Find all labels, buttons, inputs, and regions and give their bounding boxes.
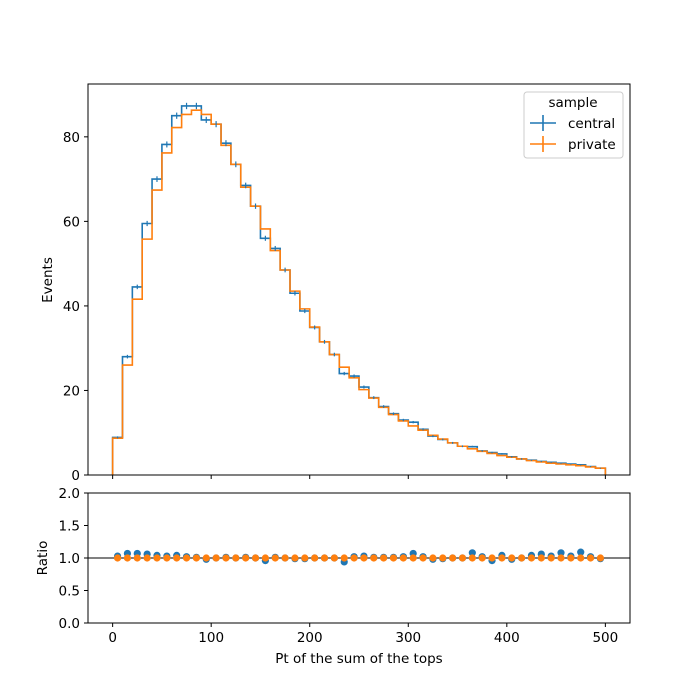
ratio-point-private	[133, 554, 141, 562]
ratio-point-private	[537, 554, 545, 562]
ratio-point-private	[557, 554, 565, 562]
ratio-point-private	[478, 554, 486, 562]
ratio-points-group	[113, 548, 605, 566]
y-tick-label: 20	[63, 383, 80, 399]
histogram-axis-ticks: 0 20 40 60 80	[63, 130, 606, 484]
ratio-y-tick-label: 0.0	[59, 616, 80, 632]
ratio-point-private	[212, 554, 220, 562]
legend-label-central: central	[568, 116, 615, 132]
ratio-point-private	[113, 554, 122, 562]
ratio-point-private	[153, 554, 161, 562]
ratio-y-tick-label: 1.5	[59, 519, 80, 535]
histogram-y-axis-label: Events	[40, 257, 56, 303]
ratio-point-private	[468, 554, 476, 562]
ratio-point-private	[527, 554, 536, 562]
y-tick-label: 60	[63, 214, 80, 230]
ratio-point-private	[419, 554, 427, 562]
ratio-axis-ticks: 0.0 0.5 1.0 1.5 2.0 0 100 200 300 400 500	[59, 486, 619, 646]
x-tick-label: 0	[108, 630, 117, 646]
ratio-point-private	[380, 554, 388, 562]
ratio-point-private	[192, 554, 200, 562]
ratio-point-private	[458, 554, 467, 562]
ratio-point-central	[557, 549, 565, 557]
ratio-point-private	[251, 554, 260, 562]
ratio-point-private	[242, 554, 250, 562]
ratio-y-tick-label: 1.0	[59, 551, 80, 567]
ratio-point-private	[449, 554, 457, 562]
ratio-point-private	[123, 554, 132, 562]
ratio-point-private	[429, 554, 437, 562]
ratio-point-private	[586, 554, 595, 562]
ratio-point-private	[567, 554, 575, 562]
ratio-point-private	[143, 554, 151, 562]
ratio-point-private	[232, 554, 240, 562]
ratio-point-private	[222, 554, 230, 562]
x-tick-label: 300	[395, 630, 421, 646]
ratio-point-private	[360, 554, 368, 562]
ratio-point-private	[370, 554, 378, 562]
ratio-point-private	[498, 554, 506, 562]
ratio-point-private	[173, 554, 181, 562]
ratio-point-private	[202, 554, 210, 562]
ratio-point-private	[311, 554, 319, 562]
ratio-point-central	[468, 549, 476, 557]
x-tick-label: 200	[297, 630, 323, 646]
legend-box	[523, 91, 624, 159]
ratio-point-private	[320, 554, 329, 562]
ratio-point-private	[596, 554, 605, 562]
x-tick-label: 500	[592, 630, 618, 646]
ratio-point-private	[439, 554, 447, 562]
ratio-point-private	[508, 554, 516, 562]
x-tick-label: 100	[198, 630, 224, 646]
ratio-point-private	[547, 554, 555, 562]
ratio-point-private	[409, 554, 417, 562]
y-tick-label: 40	[63, 299, 80, 315]
ratio-y-axis-label: Ratio	[35, 541, 51, 576]
histogram-series-group	[111, 105, 607, 475]
legend: sample central private	[523, 91, 624, 159]
ratio-point-private	[350, 554, 358, 562]
ratio-point-private	[389, 554, 398, 562]
y-tick-label: 80	[63, 130, 80, 146]
x-tick-label: 400	[494, 630, 520, 646]
ratio-point-private	[577, 554, 585, 562]
ratio-y-tick-label: 0.5	[59, 584, 80, 600]
ratio-point-private	[488, 554, 496, 562]
histogram-panel: 0 20 40 60 80 Events sample central private	[40, 83, 631, 484]
ratio-point-central	[577, 548, 585, 556]
ratio-point-private	[399, 554, 407, 562]
ratio-point-private	[301, 554, 309, 562]
ratio-panel: 0.0 0.5 1.0 1.5 2.0 0 100 200 300 400 500 Ratio Pt…	[35, 486, 631, 667]
errorbar-group	[116, 102, 602, 469]
ratio-point-private	[518, 554, 526, 562]
x-axis-label: Pt of the sum of the tops	[275, 651, 442, 667]
histogram-step-private	[111, 109, 607, 475]
y-tick-label: 0	[71, 468, 80, 484]
ratio-point-private	[330, 554, 338, 562]
ratio-point-private	[291, 554, 299, 562]
ratio-point-private	[281, 554, 289, 562]
ratio-point-private	[182, 554, 191, 562]
ratio-point-private	[271, 554, 279, 562]
histogram-axes-frame	[87, 83, 631, 476]
ratio-point-private	[261, 554, 269, 562]
legend-entry-central: central	[530, 115, 615, 132]
ratio-point-private	[340, 554, 348, 562]
legend-label-private: private	[568, 137, 616, 153]
ratio-point-private	[163, 554, 171, 562]
ratio-y-tick-label: 2.0	[59, 486, 80, 502]
legend-title: sample	[548, 95, 597, 111]
legend-entry-private: private	[530, 136, 616, 153]
